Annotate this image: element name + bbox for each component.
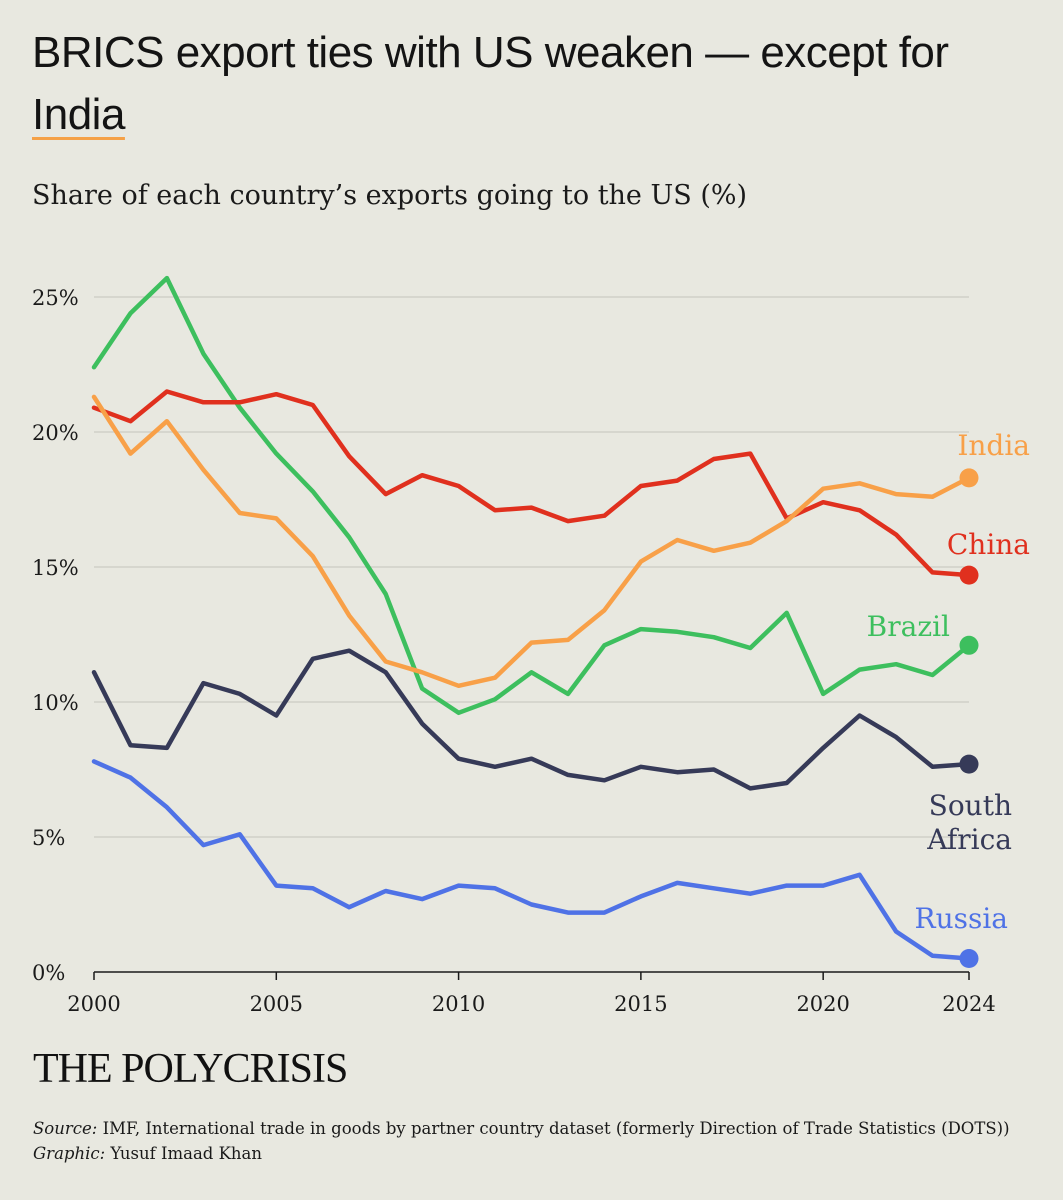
x-tick-label-2005: 2005	[250, 992, 303, 1016]
y-tick-label-25: 25%	[32, 286, 79, 310]
series-line-russia	[91, 759, 972, 961]
series-line-brazil	[91, 275, 972, 716]
y-tick-label-20: 20%	[32, 421, 79, 445]
source-label: Source:	[33, 1119, 98, 1138]
title-highlight-india: India	[32, 90, 125, 139]
series-end-marker-south-africa	[959, 754, 979, 774]
series-end-marker-china	[959, 565, 979, 585]
x-tick-label-2015: 2015	[614, 992, 667, 1016]
graphic-credit: Yusuf Imaad Khan	[110, 1144, 263, 1163]
series-label-russia: Russia	[914, 902, 1008, 935]
brand-logo: THE POLYCRISIS	[33, 1046, 348, 1092]
title-main-text: BRICS export ties with US weaken — excep…	[32, 28, 949, 77]
gridlines	[94, 296, 969, 838]
graphic-line: Graphic: Yusuf Imaad Khan	[33, 1141, 1010, 1166]
x-tick-label-2000: 2000	[67, 992, 120, 1016]
series-label-china: China	[947, 528, 1030, 561]
series-label-line-south-africa-0: South	[929, 789, 1012, 822]
chart-title: BRICS export ties with US weaken — excep…	[32, 22, 1032, 146]
y-tick-label-10: 10%	[32, 691, 79, 715]
series-label-india: India	[957, 429, 1030, 462]
source-text: IMF, International trade in goods by par…	[102, 1119, 1010, 1138]
series-line-south-africa	[91, 648, 972, 791]
source-block: Source: IMF, International trade in good…	[33, 1116, 1010, 1166]
series-label-south-africa: South Africa	[926, 789, 1012, 856]
y-tick-label-15: 15%	[32, 556, 79, 580]
series-line-india	[91, 394, 972, 689]
y-tick-label-5: 5%	[32, 826, 65, 850]
line-chart: 0% 5% 10% 15% 20% 25% 2000 2005 2010 2015 2020 2024…	[32, 275, 1030, 1016]
series-labels: Russia South Africa Brazil China India	[867, 429, 1030, 935]
series-end-marker-russia	[959, 949, 979, 968]
series-label-brazil: Brazil	[867, 610, 950, 643]
x-tick-label-2024: 2024	[942, 992, 995, 1016]
axes: 0% 5% 10% 15% 20% 25% 2000 2005 2010 2015 2020 2024	[32, 286, 996, 1016]
source-line: Source: IMF, International trade in good…	[33, 1116, 1010, 1141]
series-end-marker-india	[959, 468, 979, 488]
x-tick-label-2010: 2010	[432, 992, 485, 1016]
chart-subtitle: Share of each country’s exports going to…	[32, 180, 748, 211]
series-end-marker-brazil	[959, 635, 979, 655]
y-tick-label-0: 0%	[32, 961, 65, 985]
x-tick-label-2020: 2020	[796, 992, 849, 1016]
graphic-label: Graphic:	[33, 1144, 106, 1163]
series-group	[91, 275, 979, 968]
series-line-china	[91, 389, 972, 578]
series-label-line-south-africa-1: Africa	[926, 823, 1012, 856]
